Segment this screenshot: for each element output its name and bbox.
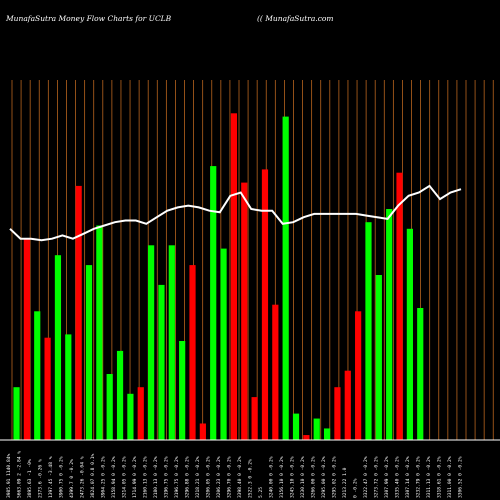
site-credit: (( MunafaSutra.com bbox=[257, 14, 334, 23]
bar bbox=[158, 284, 165, 440]
bar bbox=[44, 337, 51, 440]
x-tick-label: 1714.99 0 -0.2% bbox=[132, 456, 138, 498]
x-tick-label: 3295.02 0 -0.2% bbox=[332, 456, 338, 498]
bar bbox=[375, 275, 382, 440]
x-tick-labels: 3985.91 1140.84% 5663.09 2 -2.84 % 3895.63… bbox=[6, 451, 464, 498]
bar bbox=[396, 172, 403, 440]
bar bbox=[189, 265, 196, 440]
x-tick-label: 0 -0.2% bbox=[353, 478, 359, 498]
x-tick-label: 3985.91 1140.84% bbox=[6, 454, 12, 498]
x-tick-label: 3307.14 0 -0.2% bbox=[405, 456, 411, 498]
bar bbox=[96, 225, 103, 440]
x-tick-label: 3158.94 0 -0.2% bbox=[111, 456, 117, 498]
x-tick-label: 3196.75 0 -0.2% bbox=[164, 456, 170, 498]
x-tick-label: 3900.75 0 -0.2% bbox=[59, 456, 65, 498]
bar bbox=[179, 341, 186, 440]
x-tick-label: 3218.21 0 -0.2% bbox=[195, 456, 201, 498]
bar bbox=[272, 304, 279, 440]
bar bbox=[148, 245, 155, 440]
bar bbox=[365, 222, 372, 440]
x-tick-label: 5.25 bbox=[258, 487, 264, 498]
bar bbox=[251, 397, 258, 440]
bar bbox=[355, 311, 362, 440]
bar bbox=[241, 182, 248, 440]
money-flow-line bbox=[9, 184, 462, 242]
x-tick-label: 4399.7 0 -0.2% bbox=[69, 459, 75, 498]
chart-title: MunafaSutra Money Flow Charts for UCLB bbox=[6, 14, 172, 23]
bar bbox=[168, 245, 175, 440]
x-tick-label: 3245.10 0 -0.2% bbox=[290, 456, 296, 498]
bar bbox=[303, 435, 310, 440]
x-tick-label: 3295.00 0 -0.2% bbox=[321, 456, 327, 498]
bar bbox=[75, 185, 82, 440]
x-tick-label: 3206.23 0 -0.2% bbox=[216, 456, 222, 498]
x-tick-label: 3307.99 0 -0.2% bbox=[384, 456, 390, 498]
x-tick-label: 3318.61 0 -0.2% bbox=[437, 456, 443, 498]
bar bbox=[85, 265, 93, 440]
bar bbox=[210, 166, 217, 440]
x-tick-label: 2373.6 -0.26 % bbox=[38, 459, 44, 498]
x-tick-label: 3398.40 0 -0.2% bbox=[237, 456, 243, 498]
bar bbox=[116, 350, 124, 440]
bar bbox=[313, 418, 320, 440]
x-tick-label: 3196.75 0 -0.2% bbox=[174, 456, 180, 498]
bar bbox=[292, 413, 300, 440]
x-tick-label: 3311.13 0 -0.2% bbox=[426, 456, 432, 498]
bar bbox=[106, 374, 113, 440]
x-tick-label: 3232.79 0 -0.2% bbox=[416, 456, 422, 498]
bar bbox=[199, 423, 206, 440]
x-tick-label: 3206.05 0 -0.2% bbox=[206, 456, 212, 498]
bar bbox=[34, 311, 41, 440]
x-tick-label: 3311.00 0 -0.2% bbox=[447, 456, 453, 498]
bar bbox=[323, 428, 331, 440]
x-tick-label: 3322.47 0 -0.2% bbox=[363, 456, 369, 498]
x-tick-label: 3156.10 0 -0.2% bbox=[279, 456, 285, 498]
bar bbox=[406, 228, 413, 440]
x-tick-label: 3306.52 0 -0.2% bbox=[458, 456, 464, 498]
bar bbox=[54, 255, 62, 440]
bar bbox=[261, 169, 269, 440]
x-tick-label: 3904.25 0 -0.2% bbox=[101, 456, 107, 498]
x-tick-label: 3230.10 0 -0.2% bbox=[300, 456, 306, 498]
bar bbox=[282, 116, 289, 440]
x-tick-label: 3273.72 0 -0.2% bbox=[374, 456, 380, 498]
bar bbox=[344, 370, 351, 440]
x-tick-label: 3824.07 0.8 0.1% bbox=[90, 454, 96, 498]
x-tick-label: 2160.13 0 -0.2% bbox=[143, 456, 149, 498]
x-tick-label: 2522.3 0 -0.2% bbox=[248, 459, 254, 498]
x-tick-label: 1397.45 -3.48 % bbox=[48, 456, 54, 498]
bar bbox=[334, 387, 341, 440]
bar bbox=[65, 334, 72, 440]
bar bbox=[137, 387, 144, 440]
x-tick-label: 3296.70 0 -0.2% bbox=[227, 456, 233, 498]
x-tick-label: 3335.40 0 -0.2% bbox=[395, 456, 401, 498]
bar bbox=[417, 308, 424, 440]
bar bbox=[230, 113, 238, 441]
bar bbox=[23, 238, 30, 440]
x-tick-label: 3895.63 -1 -0% bbox=[27, 459, 33, 498]
bar bbox=[386, 209, 393, 440]
bar bbox=[13, 387, 20, 440]
x-tick-label: 5663.09 2 -2.84 % bbox=[17, 451, 23, 498]
x-tick-label: 2180.13 0 -0.2% bbox=[153, 456, 159, 498]
x-tick-label: 3266.00 0 -0.2% bbox=[311, 456, 317, 498]
x-tick-label: 3296.88 0 -0.2% bbox=[185, 456, 191, 498]
bar bbox=[127, 393, 134, 440]
x-tick-label: 3213.22 1.0 bbox=[342, 467, 348, 498]
bar-series bbox=[13, 113, 424, 441]
bar bbox=[220, 248, 227, 440]
x-tick-label: 3214.05 0 -0.2% bbox=[122, 456, 128, 498]
x-tick-label: 2473.26 -0.04 % bbox=[80, 456, 86, 498]
x-tick-label: 3240.00 0 -0.2% bbox=[269, 456, 275, 498]
